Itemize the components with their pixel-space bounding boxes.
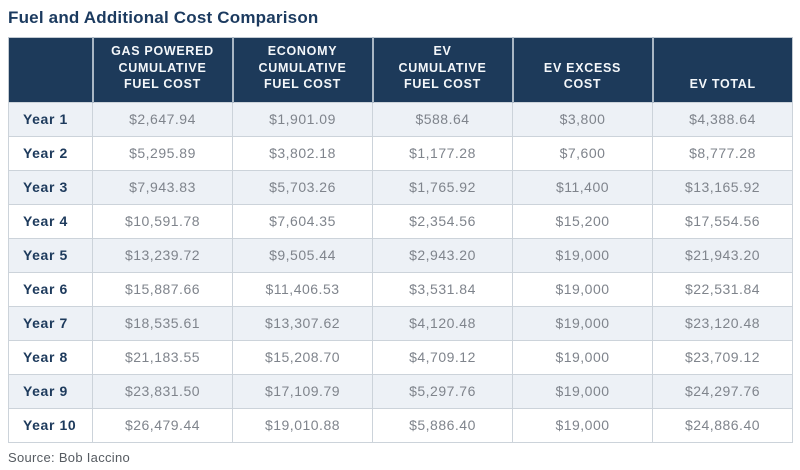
value-cell: $13,307.62 (232, 305, 373, 341)
table-header: GAS POWERED CUMULATIVE FUEL COST ECONOMY … (8, 37, 793, 102)
header-cell: EV TOTAL (651, 37, 793, 102)
value-cell: $15,208.70 (232, 339, 373, 375)
value-cell: $2,647.94 (92, 101, 233, 137)
value-cell: $18,535.61 (92, 305, 233, 341)
table-row: Year 2 $5,295.89 $3,802.18 $1,177.28 $7,600 $… (8, 135, 793, 171)
value-cell: $8,777.28 (652, 135, 793, 171)
value-cell: $3,802.18 (232, 135, 373, 171)
value-cell: $23,831.50 (92, 373, 233, 409)
table-row: Year 1 $2,647.94 $1,901.09 $588.64 $3,800 $4,… (8, 101, 793, 137)
value-cell: $2,943.20 (372, 237, 513, 273)
value-cell: $24,886.40 (652, 407, 793, 443)
page-title: Fuel and Additional Cost Comparison (8, 8, 319, 27)
table-row: Year 5 $13,239.72 $9,505.44 $2,943.20 $19,00… (8, 237, 793, 273)
table-row: Year 9 $23,831.50 $17,109.79 $5,297.76 $19,0… (8, 373, 793, 409)
value-cell: $4,709.12 (372, 339, 513, 375)
value-cell: $9,505.44 (232, 237, 373, 273)
value-cell: $17,109.79 (232, 373, 373, 409)
value-cell: $7,600 (512, 135, 653, 171)
row-label: Year 4 (8, 203, 93, 239)
header-cell: ECONOMY CUMULATIVE FUEL COST (231, 37, 373, 102)
table-row: Year 10 $26,479.44 $19,010.88 $5,886.40 $19,… (8, 407, 793, 443)
row-label: Year 5 (8, 237, 93, 273)
value-cell: $1,177.28 (372, 135, 513, 171)
value-cell: $3,800 (512, 101, 653, 137)
value-cell: $13,239.72 (92, 237, 233, 273)
value-cell: $588.64 (372, 101, 513, 137)
table-row: Year 6 $15,887.66 $11,406.53 $3,531.84 $19,0… (8, 271, 793, 307)
header-row: GAS POWERED CUMULATIVE FUEL COST ECONOMY … (8, 37, 793, 102)
value-cell: $21,183.55 (92, 339, 233, 375)
value-cell: $13,165.92 (652, 169, 793, 205)
value-cell: $17,554.56 (652, 203, 793, 239)
table-row: Year 3 $7,943.83 $5,703.26 $1,765.92 $11,400… (8, 169, 793, 205)
value-cell: $7,604.35 (232, 203, 373, 239)
value-cell: $7,943.83 (92, 169, 233, 205)
value-cell: $4,120.48 (372, 305, 513, 341)
row-label: Year 1 (8, 101, 93, 137)
value-cell: $5,886.40 (372, 407, 513, 443)
value-cell: $19,000 (512, 271, 653, 307)
value-cell: $21,943.20 (652, 237, 793, 273)
row-label: Year 9 (8, 373, 93, 409)
value-cell: $5,297.76 (372, 373, 513, 409)
value-cell: $23,120.48 (652, 305, 793, 341)
value-cell: $15,200 (512, 203, 653, 239)
value-cell: $5,703.26 (232, 169, 373, 205)
header-cell: GAS POWERED CUMULATIVE FUEL COST (91, 37, 233, 102)
value-cell: $19,000 (512, 237, 653, 273)
value-cell: $22,531.84 (652, 271, 793, 307)
value-cell: $19,000 (512, 407, 653, 443)
source-attribution: Source: Bob Iaccino (8, 449, 131, 465)
value-cell: $5,295.89 (92, 135, 233, 171)
row-label: Year 3 (8, 169, 93, 205)
table-row: Year 4 $10,591.78 $7,604.35 $2,354.56 $15,20… (8, 203, 793, 239)
value-cell: $15,887.66 (92, 271, 233, 307)
value-cell: $24,297.76 (652, 373, 793, 409)
value-cell: $19,010.88 (232, 407, 373, 443)
corner-cell (8, 37, 93, 102)
value-cell: $19,000 (512, 373, 653, 409)
value-cell: $11,406.53 (232, 271, 373, 307)
header-cell: EV CUMULATIVE FUEL COST (371, 37, 513, 102)
header-cell: EV EXCESS COST (511, 37, 653, 102)
table-row: Year 8 $21,183.55 $15,208.70 $4,709.12 $19,0… (8, 339, 793, 375)
table-body: Year 1 $2,647.94 $1,901.09 $588.64 $3,800 $4,… (8, 101, 793, 443)
row-label: Year 6 (8, 271, 93, 307)
table-row: Year 7 $18,535.61 $13,307.62 $4,120.48 $19,0… (8, 305, 793, 341)
row-label: Year 8 (8, 339, 93, 375)
value-cell: $19,000 (512, 305, 653, 341)
value-cell: $11,400 (512, 169, 653, 205)
value-cell: $10,591.78 (92, 203, 233, 239)
value-cell: $1,765.92 (372, 169, 513, 205)
value-cell: $23,709.12 (652, 339, 793, 375)
value-cell: $26,479.44 (92, 407, 233, 443)
row-label: Year 2 (8, 135, 93, 171)
value-cell: $4,388.64 (652, 101, 793, 137)
value-cell: $3,531.84 (372, 271, 513, 307)
value-cell: $19,000 (512, 339, 653, 375)
fuel-cost-comparison-table: GAS POWERED CUMULATIVE FUEL COST ECONOMY … (8, 37, 793, 443)
row-label: Year 10 (8, 407, 93, 443)
value-cell: $1,901.09 (232, 101, 373, 137)
row-label: Year 7 (8, 305, 93, 341)
value-cell: $2,354.56 (372, 203, 513, 239)
